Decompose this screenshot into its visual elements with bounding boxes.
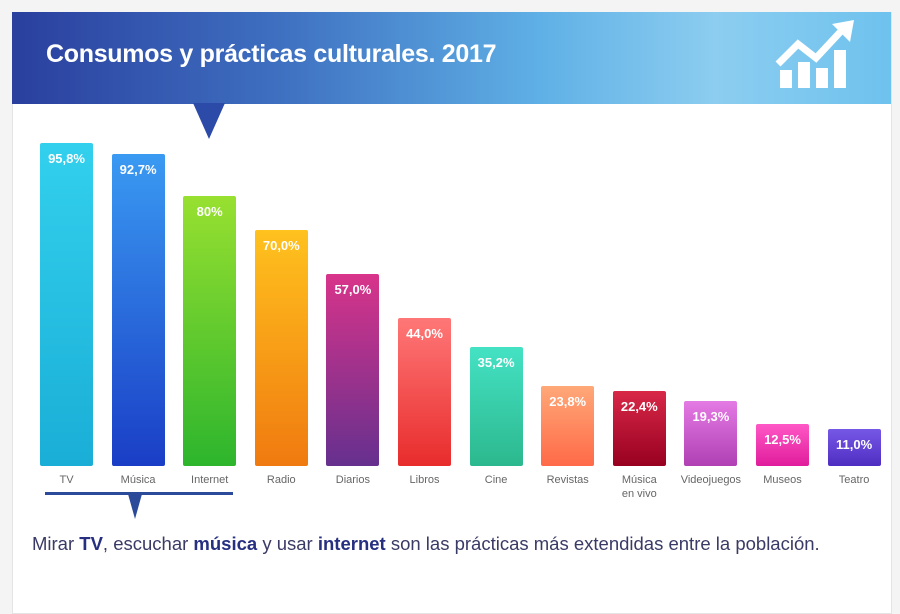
- caption-bold-musica: música: [193, 533, 258, 554]
- highlight-underline: [45, 492, 233, 495]
- header-banner: [12, 12, 891, 104]
- value-label: 80%: [196, 204, 223, 220]
- bar-10: [684, 400, 738, 466]
- caption-bold-tv: TV: [79, 533, 103, 554]
- category-label: Teatro: [838, 474, 870, 486]
- chart-title: Consumos y prácticas culturales. 2017: [46, 40, 497, 68]
- bar-2: [111, 153, 165, 466]
- caption-text: Mirar TV, escuchar música y usar interne…: [32, 533, 820, 554]
- value-label: 12,5%: [764, 431, 801, 447]
- category-label: Música: [120, 474, 156, 486]
- value-label: 35,2%: [477, 355, 515, 371]
- category-label: Cine: [484, 474, 508, 486]
- bar-3: [183, 196, 237, 466]
- value-label: 19,3%: [692, 408, 730, 424]
- category-label: Videojuegos: [680, 474, 742, 486]
- value-label: 92,7%: [119, 161, 157, 177]
- bar-1: [40, 143, 93, 466]
- bar-5: [326, 273, 380, 466]
- category-label: Diarios: [335, 474, 370, 486]
- bar-8: [541, 385, 595, 466]
- caption-bold-internet: internet: [317, 533, 386, 554]
- bar-4: [254, 230, 308, 466]
- value-label: 23,8%: [549, 393, 587, 409]
- value-label: 70,0%: [262, 238, 300, 254]
- category-label: Música en vivo: [621, 474, 657, 500]
- category-label: TV: [59, 474, 74, 486]
- value-label: 44,0%: [406, 325, 443, 341]
- value-label: 95,8%: [48, 151, 85, 167]
- value-label: 22,4%: [620, 398, 658, 414]
- bar-7: [469, 347, 523, 466]
- bar-6: [398, 317, 451, 466]
- value-label: 57,0%: [334, 281, 372, 297]
- category-label: Internet: [191, 474, 229, 486]
- category-label: Radio: [266, 474, 296, 486]
- highlight-pointer: [128, 494, 142, 519]
- category-label: Revistas: [546, 474, 589, 486]
- bar-12: [827, 428, 881, 466]
- header-pointer: [193, 103, 225, 139]
- category-label: Museos: [763, 474, 802, 486]
- value-label: 11,0%: [836, 436, 873, 452]
- growth-chart-icon: [775, 20, 854, 88]
- bar-9: [612, 390, 666, 466]
- bar-11: [756, 423, 809, 466]
- category-label: Libros: [409, 474, 440, 486]
